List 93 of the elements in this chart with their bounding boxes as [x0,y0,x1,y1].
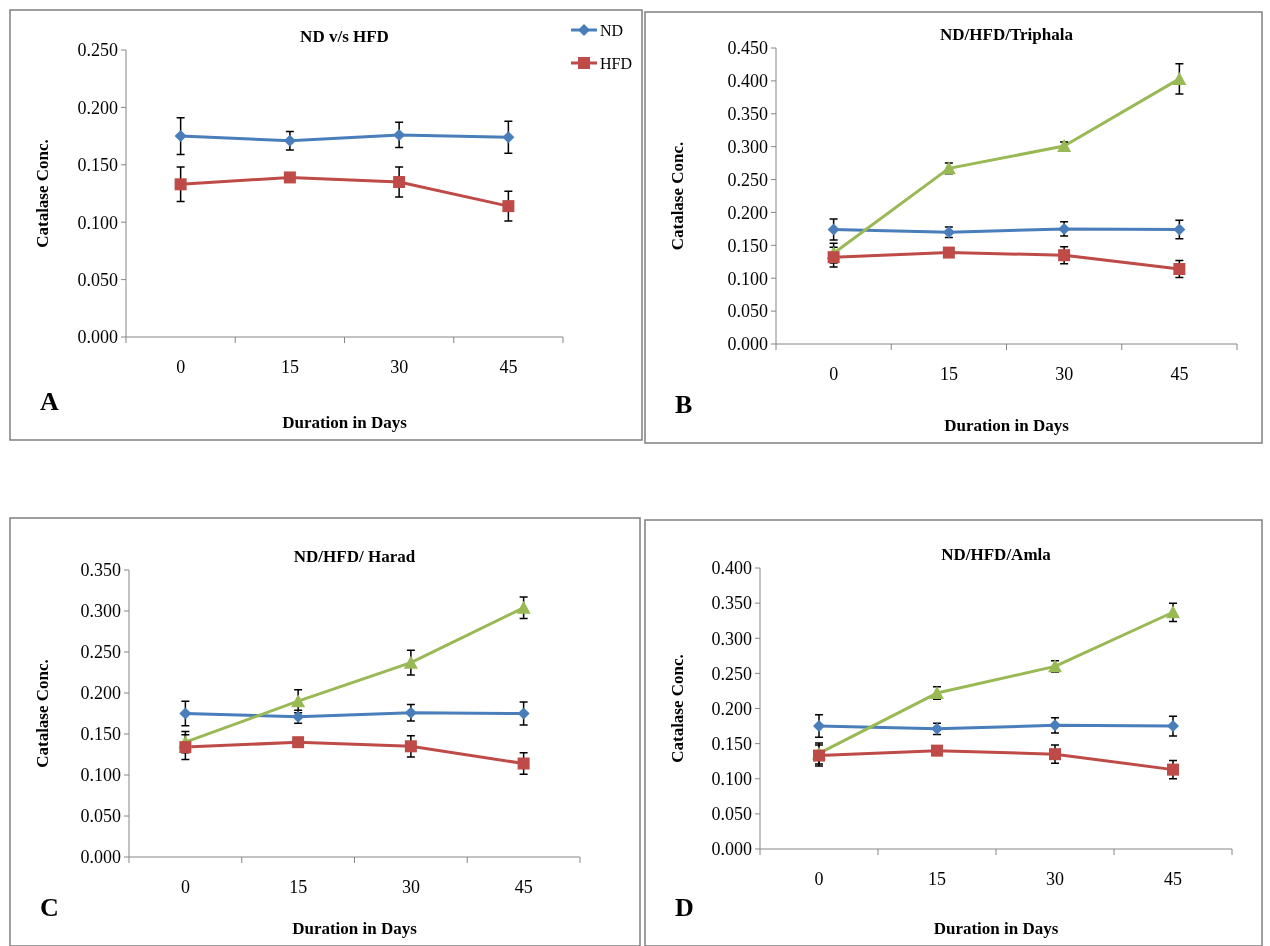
y-tick-label: 0.300 [80,601,121,622]
y-tick-label: 0.300 [711,628,752,649]
y-tick-label: 0.450 [727,38,768,59]
y-tick-label: 0.200 [80,683,121,704]
y-axis-title: Catalase Conc. [668,141,687,251]
y-tick-label: 0.350 [727,104,768,125]
point [174,178,187,191]
y-tick-label: 0.400 [711,558,752,579]
point [516,600,531,614]
y-tick-label: 0.400 [727,71,768,92]
x-tick-label: 45 [1164,869,1182,889]
y-tick-label: 0.000 [80,847,121,868]
x-tick-label: 0 [814,869,824,889]
point [1173,263,1186,276]
y-tick-label: 0.200 [727,202,768,223]
y-tick-label: 0.100 [727,268,768,289]
x-tick-label: 0 [829,364,839,384]
y-tick-label: 0.100 [80,765,121,786]
y-tick-label: 0.000 [727,334,768,355]
point [827,251,840,264]
y-tick-label: 0.250 [80,642,121,663]
y-tick-label: 0.250 [727,169,768,190]
x-tick-label: 15 [939,364,958,384]
y-tick-label: 0.300 [727,136,768,157]
chart-title: ND/HFD/ Harad [293,547,416,566]
point [292,736,305,749]
y-tick-label: 0.050 [711,804,752,825]
point [1167,763,1179,776]
text: B [675,390,693,419]
y-tick-label: 0.050 [727,301,768,322]
legend-label: HFD [600,54,633,72]
x-axis-title: Duration in Days [282,413,408,432]
point [517,757,530,770]
y-tick-label: 0.150 [711,733,752,754]
point [403,655,418,669]
x-axis-title: Duration in Days [944,416,1070,435]
y-axis-title: Catalase Conc. [668,654,687,763]
y-tick-label: 0.150 [77,155,118,176]
y-tick-label: 0.000 [77,327,118,348]
text: A [40,387,59,416]
y-tick-label: 0.200 [711,698,752,719]
y-axis-title: Catalase Conc. [33,659,52,768]
point [1049,748,1061,761]
y-axis-title: Catalase Conc. [33,139,52,248]
x-axis-title: Duration in Days [292,919,418,938]
chart-title: ND/HFD/Triphala [940,25,1074,44]
x-tick-label: 45 [1170,364,1189,384]
text: C [40,893,59,922]
x-tick-label: 0 [180,877,190,897]
y-tick-label: 0.100 [711,769,752,790]
point [942,246,955,259]
y-tick-label: 0.350 [711,593,752,614]
y-tick-label: 0.150 [80,724,121,745]
point [827,223,840,236]
point [174,130,187,143]
x-tick-label: 15 [289,877,308,897]
legend-label: ND [600,21,624,39]
y-tick-label: 0.350 [80,560,121,581]
point [179,707,192,720]
y-tick-label: 0.150 [727,235,768,256]
point [1172,71,1187,85]
chart-title: ND/HFD/Amla [941,545,1052,564]
x-tick-label: 30 [1055,364,1074,384]
point [931,744,943,757]
x-tick-label: 45 [499,357,518,377]
point [179,741,192,754]
point [283,171,296,184]
x-tick-label: 30 [401,877,420,897]
x-tick-label: 0 [176,357,186,377]
point [404,740,417,753]
y-tick-label: 0.250 [77,40,118,61]
y-tick-label: 0.200 [77,97,118,118]
point [502,131,515,144]
chart-title: ND v/s HFD [300,27,389,46]
point [502,200,515,213]
point [291,694,306,708]
x-tick-label: 30 [390,357,409,377]
x-axis-title: Duration in Days [933,919,1059,938]
point [1058,249,1071,262]
x-tick-label: 45 [514,877,533,897]
text: D [675,893,694,922]
x-tick-label: 30 [1046,869,1064,889]
y-tick-label: 0.050 [80,806,121,827]
point [1167,720,1179,733]
x-tick-label: 15 [928,869,946,889]
y-tick-label: 0.250 [711,663,752,684]
point [1166,605,1180,619]
point [393,176,406,189]
point [813,720,825,733]
y-tick-label: 0.000 [711,839,752,860]
y-tick-label: 0.100 [77,212,118,233]
x-tick-label: 15 [280,357,299,377]
y-tick-label: 0.050 [77,269,118,290]
